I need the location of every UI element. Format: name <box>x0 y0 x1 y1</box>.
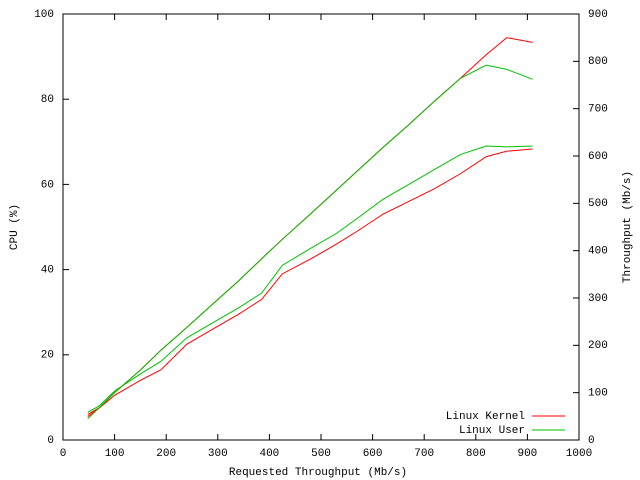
plot-frame <box>62 13 580 441</box>
x-axis-label: Requested Throughput (Mb/s) <box>229 467 407 479</box>
y2-tick-label: 400 <box>588 246 608 258</box>
y2-tick-label: 700 <box>588 104 608 116</box>
y2-tick-label: 0 <box>588 435 595 447</box>
y-tick-label: 60 <box>41 179 54 191</box>
legend-label: Linux Kernel <box>446 411 525 423</box>
y2-tick-label: 500 <box>588 198 608 210</box>
y2-tick-label: 100 <box>588 388 608 400</box>
y-tick-label: 40 <box>41 265 54 277</box>
y-tick-label: 0 <box>47 435 54 447</box>
y-tick-label: 100 <box>34 9 54 21</box>
x-tick-label: 100 <box>105 448 125 460</box>
y2-tick-label: 900 <box>588 9 608 21</box>
y2-tick-label: 300 <box>588 293 608 305</box>
x-tick-label: 600 <box>363 448 383 460</box>
x-tick-label: 400 <box>259 448 279 460</box>
legend-label: Linux User <box>459 425 525 437</box>
x-tick-label: 900 <box>517 448 537 460</box>
x-tick-label: 700 <box>414 448 434 460</box>
x-tick-label: 200 <box>156 448 176 460</box>
data-line <box>87 37 533 415</box>
y-tick-label: 20 <box>41 350 54 362</box>
y-axis-label: CPU (%) <box>9 204 21 250</box>
data-line <box>87 64 533 420</box>
y2-tick-label: 800 <box>588 56 608 68</box>
x-tick-label: 0 <box>60 448 67 460</box>
data-line <box>87 148 533 417</box>
y2-tick-label: 600 <box>588 151 608 163</box>
x-tick-label: 800 <box>466 448 486 460</box>
data-line <box>87 145 533 413</box>
x-tick-label: 300 <box>208 448 228 460</box>
x-tick-label: 1000 <box>566 448 592 460</box>
y2-tick-label: 200 <box>588 340 608 352</box>
x-tick-label: 500 <box>311 448 331 460</box>
y2-axis-label: Throughput (Mb/s) <box>622 171 634 283</box>
y-tick-label: 80 <box>41 94 54 106</box>
